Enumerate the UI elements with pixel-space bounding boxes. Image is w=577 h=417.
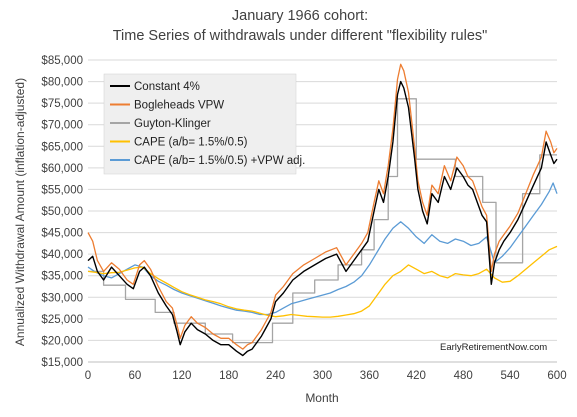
legend-label: Guyton-Klinger bbox=[134, 118, 211, 130]
series-line-3 bbox=[87, 245, 558, 318]
x-tick-label: 480 bbox=[454, 370, 473, 382]
y-tick-label: $20,000 bbox=[41, 335, 83, 347]
x-tick-label: 300 bbox=[313, 370, 332, 382]
legend-label: CAPE (a/b= 1.5%/0.5) +VPW adj. bbox=[134, 155, 305, 167]
series-line-4 bbox=[87, 182, 558, 316]
x-tick-label: 60 bbox=[129, 370, 142, 382]
x-tick-label: 120 bbox=[172, 370, 191, 382]
legend-label: CAPE (a/b= 1.5%/0.5) bbox=[134, 137, 248, 149]
chart-title-line-2: Time Series of withdrawals under differe… bbox=[113, 28, 488, 44]
legend-label: Constant 4% bbox=[134, 81, 200, 93]
x-axis-label: Month bbox=[305, 391, 338, 405]
y-tick-label: $40,000 bbox=[41, 249, 83, 261]
x-tick-label: 600 bbox=[547, 370, 566, 382]
chart-title-line-1: January 1966 cohort: bbox=[232, 8, 368, 24]
y-tick-label: $55,000 bbox=[41, 184, 83, 196]
legend-label: Bogleheads VPW bbox=[134, 100, 224, 112]
y-tick-label: $85,000 bbox=[41, 55, 83, 67]
x-tick-label: 240 bbox=[266, 370, 285, 382]
x-tick-label: 360 bbox=[360, 370, 379, 382]
y-axis-ticks: $15,000 $20,000 $25,000 $30,000 $35,000 $40,0… bbox=[41, 55, 83, 369]
y-tick-label: $65,000 bbox=[41, 141, 83, 153]
x-tick-label: 540 bbox=[501, 370, 520, 382]
credit-text: EarlyRetirementNow.com bbox=[440, 342, 547, 353]
x-axis-ticks: 0 60 120 180 240 300 360 420 480 540 600 bbox=[85, 370, 567, 382]
y-tick-label: $75,000 bbox=[41, 98, 83, 110]
series-line-0 bbox=[87, 80, 558, 357]
y-axis-label: Annualized Withdrawal Amount (inflation-… bbox=[13, 78, 27, 346]
y-tick-label: $80,000 bbox=[41, 77, 83, 89]
x-tick-label: 180 bbox=[219, 370, 238, 382]
y-tick-label: $15,000 bbox=[41, 357, 83, 369]
y-tick-label: $45,000 bbox=[41, 228, 83, 240]
legend: Constant 4% Bogleheads VPW Guyton-Klinger C… bbox=[103, 73, 305, 175]
x-tick-label: 420 bbox=[407, 370, 426, 382]
y-tick-label: $50,000 bbox=[41, 206, 83, 218]
series-line-1 bbox=[87, 63, 558, 350]
y-tick-label: $30,000 bbox=[41, 292, 83, 304]
y-tick-label: $70,000 bbox=[41, 120, 83, 132]
series-lines bbox=[87, 63, 558, 357]
y-tick-label: $60,000 bbox=[41, 163, 83, 175]
legend-box bbox=[103, 73, 297, 175]
x-tick-label: 0 bbox=[85, 370, 91, 382]
y-tick-label: $35,000 bbox=[41, 271, 83, 283]
y-tick-label: $25,000 bbox=[41, 314, 83, 326]
